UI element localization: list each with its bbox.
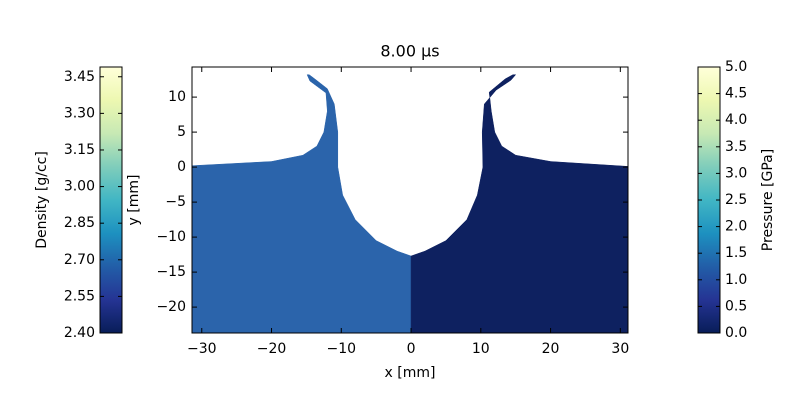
- colorbar-tick-label: 2.85: [64, 215, 95, 231]
- colorbar-tick-label: 3.45: [64, 69, 95, 85]
- colorbar-tick-label: 3.5: [725, 139, 747, 155]
- x-tick-label: 0: [407, 341, 416, 357]
- colorbar-tick-label: 4.0: [725, 112, 747, 128]
- colorbar-tick-label: 0.5: [725, 298, 747, 314]
- colorbar-tick-label: 3.30: [64, 105, 95, 121]
- colorbar-tick-label: 1.5: [725, 245, 747, 261]
- y-tick-label: −20: [156, 299, 186, 315]
- y-tick-label: −15: [156, 264, 186, 280]
- colorbar-tick-label: 2.70: [64, 252, 95, 268]
- y-tick-label: 0: [177, 159, 186, 175]
- colorbar-tick-label: 5.0: [725, 59, 747, 75]
- x-tick-label: −20: [257, 341, 287, 357]
- chart-title: 8.00 μs: [380, 42, 439, 61]
- colorbar-tick-label: 3.0: [725, 165, 747, 181]
- plot-frame: [191, 66, 629, 334]
- colorbar: [99, 66, 123, 334]
- field-region: [191, 74, 412, 334]
- colorbar-tick-label: 2.5: [725, 192, 747, 208]
- y-tick-label: 10: [168, 89, 186, 105]
- colorbar-tick-label: 1.0: [725, 272, 747, 288]
- colorbar-tick-label: 2.55: [64, 288, 95, 304]
- y-tick-label: −10: [156, 229, 186, 245]
- y-axis-label: y [mm]: [126, 175, 142, 226]
- colorbar-tick-label: 2.0: [725, 219, 747, 235]
- colorbar-tick-label: 0.0: [725, 325, 747, 341]
- y-tick-label: 5: [177, 124, 186, 140]
- colorbar-tick-label: 2.40: [64, 325, 95, 341]
- colorbar-tick-label: 3.15: [64, 142, 95, 158]
- x-tick-label: 30: [611, 341, 629, 357]
- colorbar-label: Density [g/cc]: [34, 151, 50, 249]
- x-tick-label: 10: [472, 341, 490, 357]
- x-tick-label: −30: [187, 341, 217, 357]
- x-tick-label: 20: [542, 341, 560, 357]
- colorbar-tick-label: 3.00: [64, 179, 95, 195]
- y-tick-label: −5: [165, 194, 186, 210]
- x-tick-label: −10: [327, 341, 357, 357]
- x-axis-label: x [mm]: [385, 365, 436, 381]
- colorbar-label: Pressure [GPa]: [760, 149, 776, 251]
- field-region: [410, 74, 629, 334]
- colorbar-tick-label: 4.5: [725, 86, 747, 102]
